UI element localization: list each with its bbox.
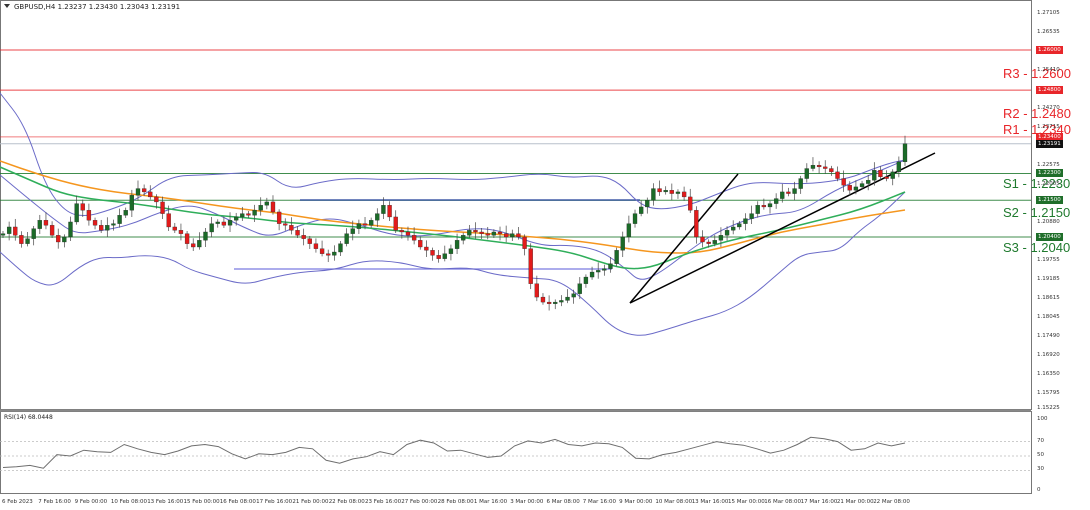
rsi-tick: 30 (1037, 466, 1044, 472)
symbol-header: GBPUSD,H4 1.23237 1.23430 1.23043 1.2319… (4, 3, 180, 11)
bollinger-lower (0, 191, 906, 336)
price-tick: 1.19755 (1037, 257, 1060, 263)
price-tick: 1.22005 (1037, 181, 1060, 187)
price-tick: 1.15795 (1037, 390, 1060, 396)
time-tick: 10 Feb 08:00 (110, 499, 147, 505)
rsi-tick: 100 (1037, 416, 1048, 422)
rsi-line (2, 436, 906, 469)
time-tick: 16 Feb 08:00 (219, 499, 256, 505)
time-tick: 13 Feb 16:00 (147, 499, 184, 505)
time-tick: 22 Feb 08:00 (328, 499, 365, 505)
price-tag: 1.24800 (1036, 86, 1063, 94)
trendline-main (629, 152, 936, 304)
price-tick: 1.20880 (1037, 219, 1060, 225)
time-tick: 21 Feb 00:00 (292, 499, 329, 505)
price-tick: 1.16350 (1037, 371, 1060, 377)
main-pane-border (0, 0, 1032, 410)
price-tick: 1.22575 (1037, 162, 1060, 168)
r3-label: R3 - 1.2600 (1003, 66, 1071, 81)
price-tick: 1.25410 (1037, 67, 1060, 73)
time-tick: 15 Feb 00:00 (183, 499, 220, 505)
bollinger-middle (0, 159, 906, 280)
price-tick: 1.18615 (1037, 295, 1060, 301)
time-tick: 6 Mar 08:00 (546, 499, 580, 505)
time-tick: 7 Feb 16:00 (38, 499, 71, 505)
price-tick: 1.19185 (1037, 276, 1060, 282)
price-tick: 1.23715 (1037, 124, 1060, 130)
symbol-ohlc: GBPUSD,H4 1.23237 1.23430 1.23043 1.2319… (14, 3, 181, 11)
time-tick: 1 Mar 16:00 (473, 499, 508, 505)
time-tick: 22 Mar 08:00 (873, 499, 910, 505)
price-tag: 1.21500 (1036, 196, 1063, 204)
moving-average-fast (0, 166, 906, 270)
time-tick: 13 Mar 16:00 (691, 499, 729, 505)
rsi-tick: 70 (1037, 438, 1044, 444)
r2-label: R2 - 1.2480 (1003, 106, 1071, 121)
s2-label: S2 - 1.2150 (1003, 205, 1071, 220)
time-tick: 15 Mar 00:00 (728, 499, 765, 505)
time-tick: 3 Mar 00:00 (510, 499, 544, 505)
s3-label: S3 - 1.2040 (1003, 240, 1071, 255)
time-tick: 27 Feb 00:00 (401, 499, 438, 505)
price-tick: 1.15225 (1037, 405, 1060, 411)
time-tick: 9 Feb 00:00 (74, 499, 108, 505)
time-tick: 23 Feb 16:00 (365, 499, 402, 505)
time-tick: 10 Mar 08:00 (655, 499, 693, 505)
time-tick: 6 Feb 2023 (2, 499, 33, 505)
price-tag: 1.23400 (1036, 133, 1063, 141)
trendline-steep (629, 173, 739, 304)
time-tick: 9 Mar 00:00 (619, 499, 653, 505)
price-tag: 1.26000 (1036, 46, 1063, 54)
price-tag: 1.23191 (1036, 140, 1063, 148)
rsi-tick: 0 (1037, 487, 1041, 493)
time-tick: 28 Feb 08:00 (437, 499, 474, 505)
time-tick: 17 Feb 16:00 (256, 499, 293, 505)
bollinger-upper (0, 92, 906, 217)
s1-label: S1 - 1.2230 (1003, 176, 1071, 191)
price-tick: 1.24270 (1037, 105, 1060, 111)
time-tick: 21 Mar 00:00 (836, 499, 874, 505)
dropdown-triangle-icon[interactable] (4, 4, 10, 8)
candlesticks (0, 135, 908, 311)
price-tick: 1.16920 (1037, 352, 1060, 358)
price-tick: 1.18045 (1037, 314, 1060, 320)
time-tick: 7 Mar 16:00 (582, 499, 617, 505)
price-tag: 1.22300 (1036, 169, 1063, 177)
rsi-tick: 50 (1037, 452, 1044, 458)
price-tick: 1.17490 (1037, 333, 1060, 339)
price-tag: 1.20400 (1036, 233, 1063, 241)
rsi-title: RSI(14) 68.0448 (4, 414, 53, 421)
price-tick: 1.27105 (1037, 10, 1060, 16)
rsi-pane-border (0, 411, 1032, 494)
time-tick: 17 Mar 16:00 (800, 499, 838, 505)
time-tick: 16 Mar 08:00 (764, 499, 802, 505)
price-tick: 1.26535 (1037, 29, 1060, 35)
